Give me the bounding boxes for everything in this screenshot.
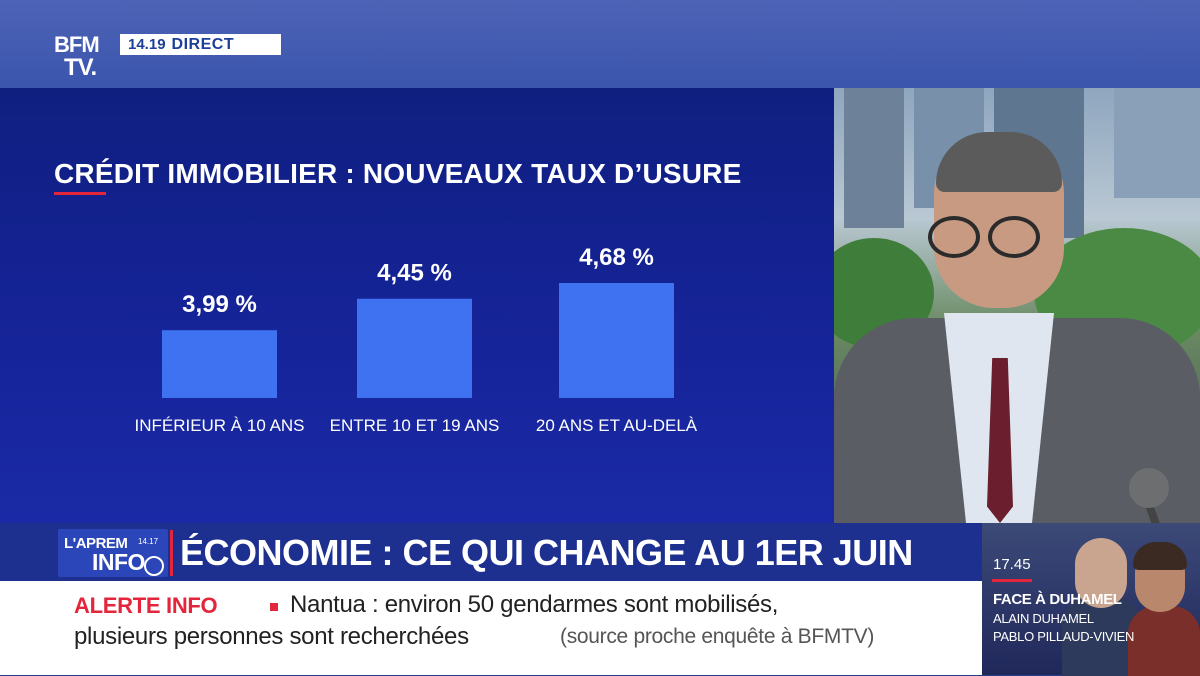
category-label-2: ENTRE 10 ET 19 ANS xyxy=(330,416,500,435)
alert-dot-icon xyxy=(270,603,278,611)
chart-panel: 3,99 % INFÉRIEUR À 10 ANS 4,45 % ENTRE 10 E… xyxy=(0,88,834,523)
guest2-hair xyxy=(1133,542,1187,570)
live-badge: 14.19 DIRECT xyxy=(120,34,281,55)
ticker-source: (source proche enquête à BFMTV) xyxy=(560,625,875,648)
headline-text: ÉCONOMIE : CE QUI CHANGE AU 1ER JUIN xyxy=(180,532,913,573)
data-label-3: 4,68 % xyxy=(579,244,654,271)
logo-line2: TV. xyxy=(64,54,97,81)
presenter-tie xyxy=(987,358,1013,523)
show-logo: L'APREM 14.17 INFO xyxy=(58,529,168,577)
category-label-1: INFÉRIEUR À 10 ANS xyxy=(134,416,304,435)
alert-label: ALERTE INFO xyxy=(74,593,218,618)
broadcast-time: 14.19 xyxy=(128,36,166,53)
data-label-2: 4,45 % xyxy=(377,260,452,287)
bar-2 xyxy=(357,298,472,398)
glasses-icon xyxy=(926,216,1066,258)
guest1-face xyxy=(1075,538,1127,608)
promo-guest1: ALAIN DUHAMEL xyxy=(993,611,1094,626)
promo-underline xyxy=(992,579,1032,582)
guest2-photo xyxy=(1128,606,1200,676)
promo-time: 17.45 xyxy=(993,556,1031,573)
presenter-hair xyxy=(936,132,1062,192)
ticker-line1: Nantua : environ 50 gendarmes sont mobil… xyxy=(290,591,779,618)
bar-1 xyxy=(162,330,277,398)
headline-separator xyxy=(170,530,173,576)
category-label-3: 20 ANS ET AU-DELÀ xyxy=(536,416,698,435)
camera-feed xyxy=(834,88,1200,523)
promo-guest2: PABLO PILLAUD-VIVIEN xyxy=(993,629,1135,644)
logo-line1: BFM xyxy=(54,32,100,57)
bar-3 xyxy=(559,283,674,398)
data-label-1: 3,99 % xyxy=(182,291,257,318)
title-underline xyxy=(54,192,106,195)
microphone-icon xyxy=(1129,468,1169,508)
live-label: DIRECT xyxy=(171,35,235,53)
show-name-top: L'APREM xyxy=(64,535,128,552)
channel-logo: BFM TV. xyxy=(54,32,116,86)
broadcast-wave-icon xyxy=(144,556,164,576)
news-ticker xyxy=(0,581,982,675)
show-time: 14.17 xyxy=(138,537,159,546)
bar-chart: 3,99 % INFÉRIEUR À 10 ANS 4,45 % ENTRE 10 E… xyxy=(134,244,698,435)
chart-title: CRÉDIT IMMOBILIER : NOUVEAUX TAUX D’USUR… xyxy=(54,158,742,189)
promo-show-name: FACE À DUHAMEL xyxy=(993,591,1122,608)
ticker-line2: plusieurs personnes sont recherchées xyxy=(74,623,469,650)
show-name-bottom: INFO xyxy=(92,549,145,575)
